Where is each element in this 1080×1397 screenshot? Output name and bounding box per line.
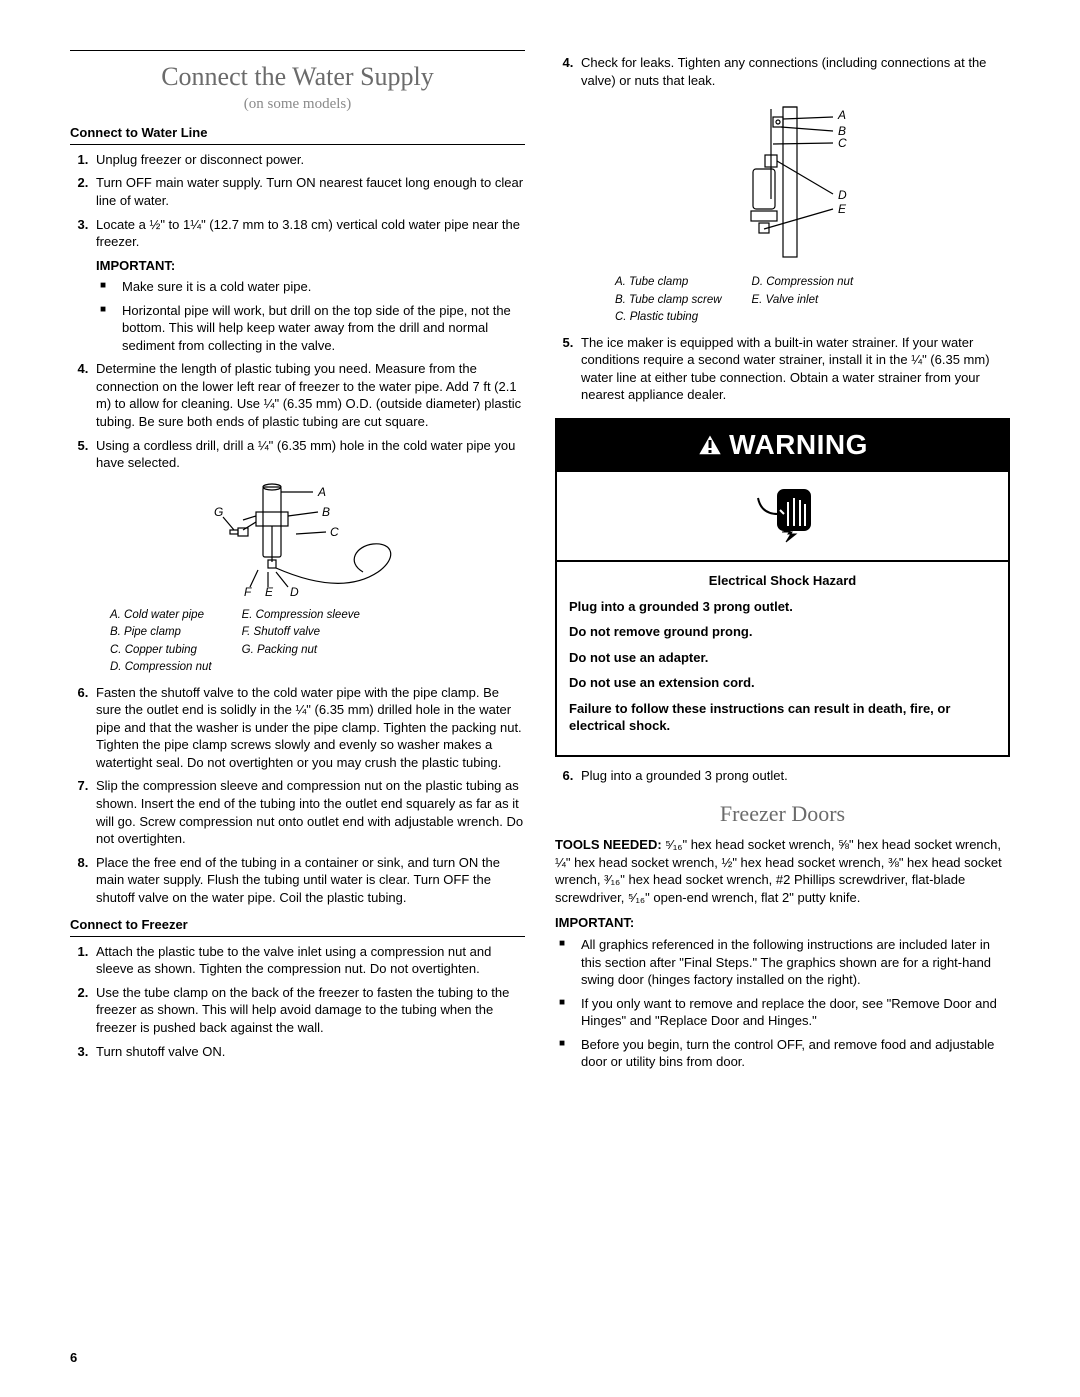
electrical-shock-icon	[748, 484, 818, 544]
shock-icon-row	[557, 472, 1008, 563]
warning-triangle-icon	[697, 433, 723, 457]
step: The ice maker is equipped with a built-i…	[577, 334, 1010, 404]
heading-water-line: Connect to Water Line	[70, 124, 525, 145]
bullet: Make sure it is a cold water pipe.	[118, 278, 525, 296]
step: Place the free end of the tubing in a co…	[92, 854, 525, 907]
warning-box: WARNING	[555, 418, 1010, 757]
step: Attach the plastic tube to the valve inl…	[92, 943, 525, 978]
svg-text:E: E	[265, 585, 274, 599]
bullet: If you only want to remove and replace t…	[577, 995, 1010, 1030]
step: Turn OFF main water supply. Turn ON near…	[92, 174, 525, 209]
warning-body: Electrical Shock Hazard Plug into a grou…	[557, 562, 1008, 755]
svg-text:D: D	[838, 188, 847, 202]
tools-needed: TOOLS NEEDED: ⁵⁄₁₆" hex head socket wren…	[555, 836, 1010, 906]
rule-top	[70, 50, 525, 51]
page-subtitle: (on some models)	[70, 94, 525, 114]
step: Use the tube clamp on the back of the fr…	[92, 984, 525, 1037]
freezer-doors-title: Freezer Doors	[555, 799, 1010, 829]
svg-text:C: C	[838, 136, 847, 150]
important-label: IMPORTANT:	[96, 257, 525, 275]
bullet: Before you begin, turn the control OFF, …	[577, 1036, 1010, 1071]
step: Fasten the shutoff valve to the cold wat…	[92, 684, 525, 772]
step: Using a cordless drill, drill a ¼" (6.35…	[92, 437, 525, 472]
step: Plug into a grounded 3 prong outlet.	[577, 767, 1010, 785]
step: Check for leaks. Tighten any connections…	[577, 54, 1010, 89]
bullet: Horizontal pipe will work, but drill on …	[118, 302, 525, 355]
svg-text:F: F	[244, 585, 252, 599]
step: Turn shutoff valve ON.	[92, 1043, 525, 1061]
svg-text:G: G	[214, 505, 223, 519]
step: Unplug freezer or disconnect power.	[92, 151, 525, 169]
bullet: All graphics referenced in the following…	[577, 936, 1010, 989]
step: Determine the length of plastic tubing y…	[92, 360, 525, 430]
diagram2-legend: A. Tube clamp B. Tube clamp screw C. Pla…	[615, 275, 1010, 326]
step: Slip the compression sleeve and compress…	[92, 777, 525, 847]
svg-text:B: B	[322, 505, 330, 519]
diagram-water-pipe: A B C D E F G	[70, 482, 525, 602]
svg-text:A: A	[317, 485, 326, 499]
diagram1-legend: A. Cold water pipe B. Pipe clamp C. Copp…	[110, 608, 525, 676]
page-title: Connect the Water Supply	[70, 59, 525, 94]
diagram-freezer-valve: A B C D E	[555, 99, 1010, 269]
svg-text:D: D	[290, 585, 299, 599]
step: Locate a ½" to 1¼" (12.7 mm to 3.18 cm) …	[92, 216, 525, 251]
heading-connect-freezer: Connect to Freezer	[70, 916, 525, 937]
page-number: 6	[70, 1349, 77, 1367]
svg-text:C: C	[330, 525, 339, 539]
important-label: IMPORTANT:	[555, 914, 1010, 932]
svg-text:A: A	[837, 108, 846, 122]
warning-header: WARNING	[557, 420, 1008, 472]
svg-text:E: E	[838, 202, 847, 216]
